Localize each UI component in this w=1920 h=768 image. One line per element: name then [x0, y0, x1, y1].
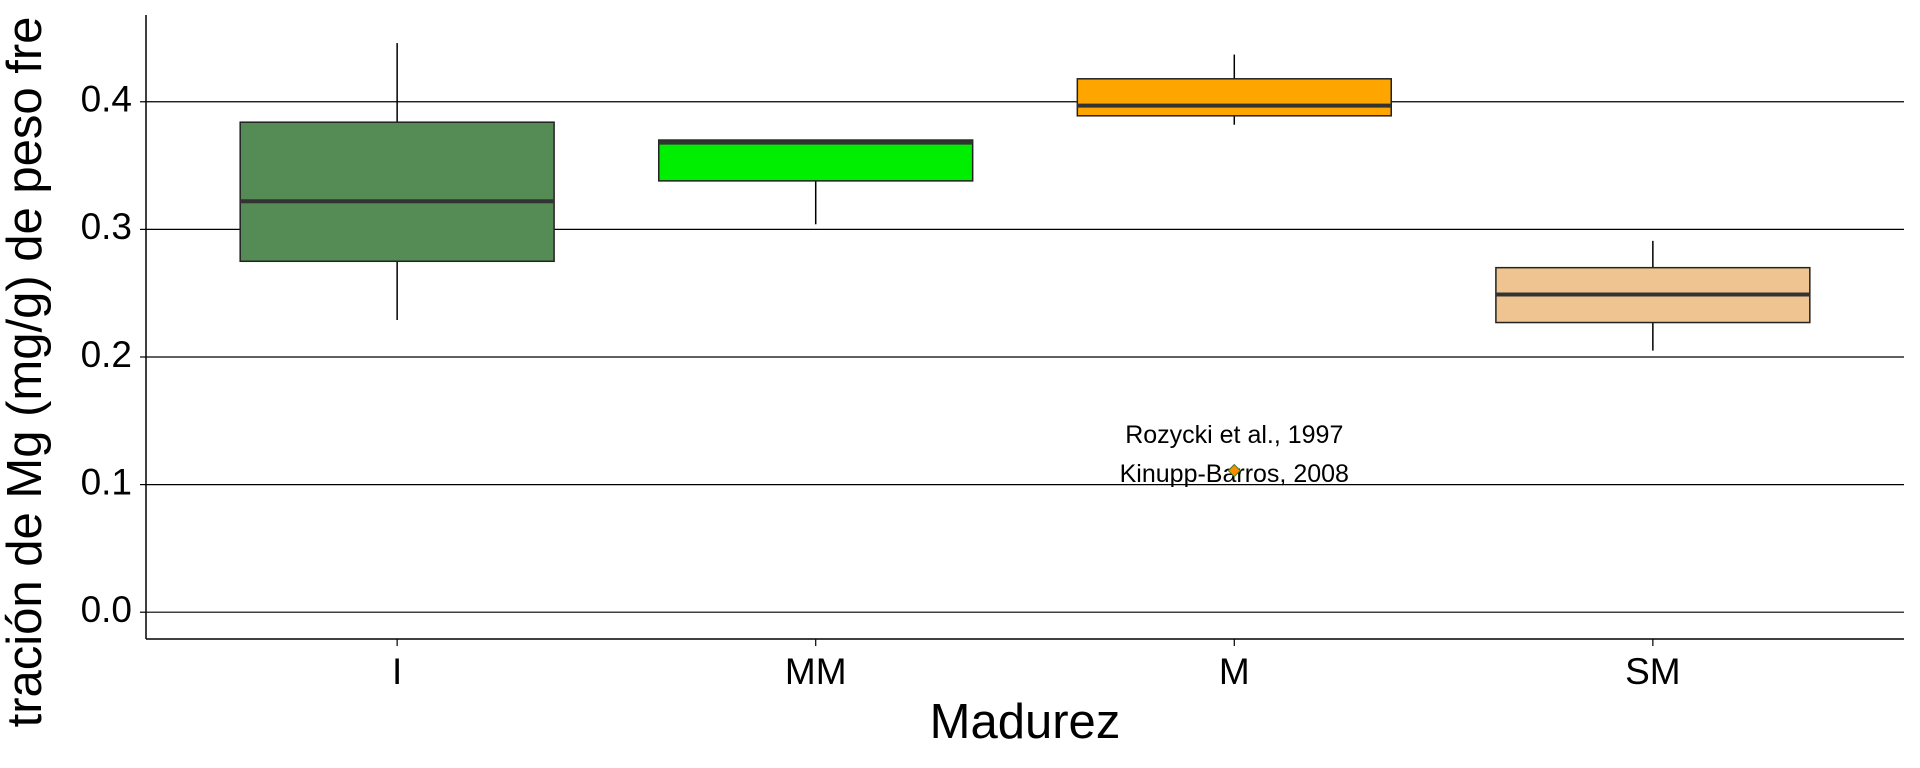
- annotation: Rozycki et al., 1997: [1125, 421, 1343, 449]
- box: [239, 121, 555, 263]
- reference-point: [1227, 463, 1241, 478]
- y-tick-label: 0.4: [81, 79, 132, 120]
- y-tick-label: 0.0: [81, 589, 132, 630]
- box: [658, 139, 974, 182]
- y-tick-label: 0.3: [81, 206, 132, 247]
- y-tick-label: 0.1: [81, 461, 132, 502]
- x-tick-label: MM: [785, 651, 847, 692]
- x-tick-label: I: [392, 651, 402, 692]
- x-axis-title: Madurez: [930, 695, 1121, 749]
- y-axis-title: tración de Mg (mg/g) de peso fre: [0, 17, 52, 728]
- x-tick-label: SM: [1625, 651, 1681, 692]
- x-tick-label: M: [1219, 651, 1250, 692]
- box: [1076, 78, 1392, 117]
- y-tick-label: 0.2: [81, 334, 132, 375]
